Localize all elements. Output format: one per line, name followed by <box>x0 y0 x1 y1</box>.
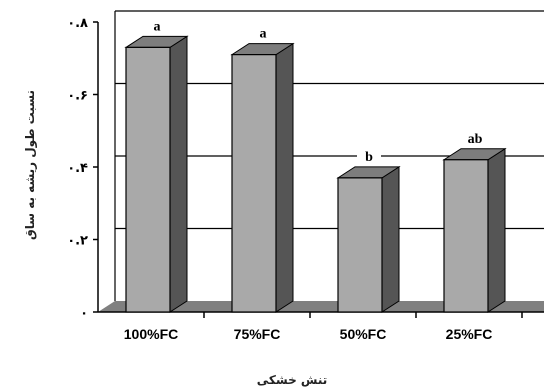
bar-front <box>231 54 277 313</box>
bar: a <box>124 17 189 313</box>
y-tick-label: ۰.۲ <box>67 234 88 249</box>
bar: ab <box>442 129 507 313</box>
x-tick-label: 75%FC <box>234 326 281 342</box>
y-tick-label: ۰.۴ <box>67 161 88 176</box>
bar: b <box>336 147 401 313</box>
bar-front <box>443 159 489 313</box>
bar-label-bg <box>463 129 487 146</box>
bar: a <box>230 24 295 313</box>
y-ticks: ۰ ۰.۲ ۰.۴ ۰.۶ ۰.۸ <box>67 16 98 321</box>
x-axis-label: تنش خشکی <box>257 373 328 387</box>
x-ticks: 100%FC 75%FC 50%FC 25%FC <box>124 312 523 342</box>
x-tick-label: 50%FC <box>340 326 387 342</box>
bar-front <box>337 177 383 313</box>
y-tick-label: ۰.۸ <box>67 16 88 31</box>
bar-label-bg <box>251 24 275 41</box>
bar-significance-label: b <box>365 150 373 165</box>
bar-significance-label: a <box>154 19 161 34</box>
chart-floor <box>98 301 544 312</box>
bar-side <box>381 165 400 313</box>
bar-side <box>169 35 188 313</box>
bar-label-bg <box>357 147 381 164</box>
bar-front <box>125 46 171 313</box>
x-tick-label: 100%FC <box>124 326 178 342</box>
bar-side <box>487 147 506 313</box>
x-tick-label: 25%FC <box>446 326 493 342</box>
y-tick-label: ۰.۶ <box>67 89 88 104</box>
bar-label-bg <box>145 17 169 34</box>
y-axis-label: نسبت طول ریشه به ساق <box>23 90 38 240</box>
bar-significance-label: a <box>260 27 267 42</box>
bar-significance-label: ab <box>468 132 483 147</box>
y-tick-label: ۰ <box>80 306 88 321</box>
bar-side <box>275 42 294 313</box>
